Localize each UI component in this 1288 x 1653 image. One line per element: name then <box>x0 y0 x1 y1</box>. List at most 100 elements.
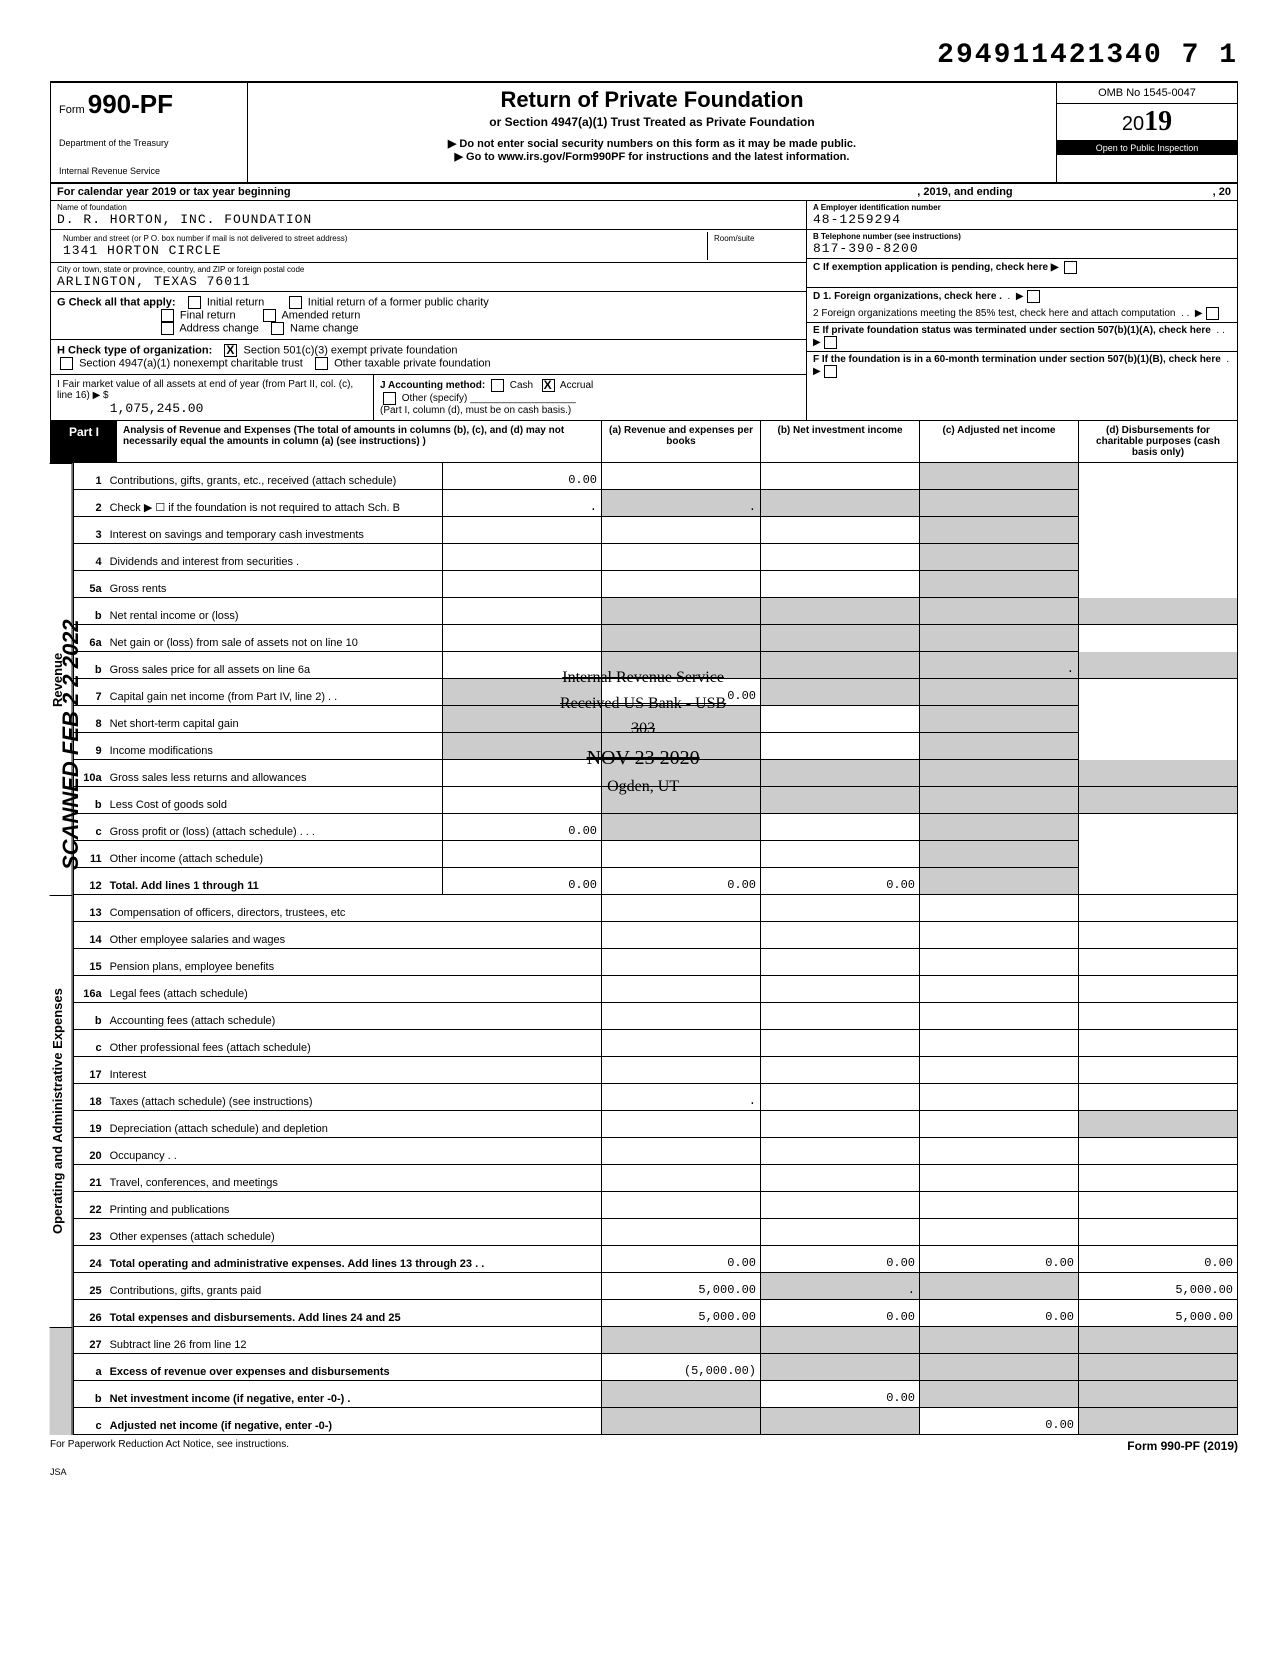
row-label: Less Cost of goods sold <box>106 787 443 814</box>
cell-c <box>761 463 920 490</box>
ein-value: 48-1259294 <box>813 212 1231 227</box>
chk-accrual[interactable] <box>542 379 555 392</box>
cell-b <box>761 1111 920 1138</box>
cell-c <box>920 976 1079 1003</box>
cell-a: . <box>602 1084 761 1111</box>
row-num: 21 <box>73 1165 106 1192</box>
c-cell: C If exemption application is pending, c… <box>807 259 1237 288</box>
cell-c <box>920 1327 1079 1354</box>
row-num: 23 <box>73 1219 106 1246</box>
dept-treasury: Department of the Treasury <box>59 138 239 148</box>
cell-d <box>920 463 1079 490</box>
fmv-value: 1,075,245.00 <box>110 401 204 416</box>
row-label: Depreciation (attach schedule) and deple… <box>106 1111 602 1138</box>
name-cell: Name of foundation D. R. HORTON, INC. FO… <box>51 201 806 230</box>
row-label: Adjusted net income (if negative, enter … <box>106 1408 602 1435</box>
table-row: 18Taxes (attach schedule) (see instructi… <box>73 1084 1237 1111</box>
fmv-cell: I Fair market value of all assets at end… <box>51 375 374 420</box>
cell-b <box>602 625 761 652</box>
cell-b <box>761 1192 920 1219</box>
table-row: 16aLegal fees (attach schedule) <box>73 976 1237 1003</box>
cell-d <box>1079 1408 1238 1435</box>
cell-c: . <box>920 652 1079 679</box>
chk-address[interactable] <box>161 322 174 335</box>
cell-a <box>602 598 761 625</box>
cell-d: 5,000.00 <box>1079 1300 1238 1327</box>
row-num: 16a <box>73 976 106 1003</box>
col-a: (a) Revenue and expenses per books <box>602 421 761 462</box>
cell-b <box>602 517 761 544</box>
chk-amended[interactable] <box>263 309 276 322</box>
table-row: 5aGross rents <box>73 571 1237 598</box>
cell-d <box>920 490 1079 517</box>
table-row: 27Subtract line 26 from line 12 <box>73 1327 1237 1354</box>
row-label: Excess of revenue over expenses and disb… <box>106 1354 602 1381</box>
table-row: 13Compensation of officers, directors, t… <box>73 895 1237 922</box>
sub-val <box>443 787 602 814</box>
chk-initial[interactable] <box>188 296 201 309</box>
table-row: 17Interest <box>73 1057 1237 1084</box>
cell-c <box>761 544 920 571</box>
row-label: Subtract line 26 from line 12 <box>106 1327 602 1354</box>
row-num: 20 <box>73 1138 106 1165</box>
chk-cash[interactable] <box>491 379 504 392</box>
sub-val <box>443 598 602 625</box>
chk-other-tax[interactable] <box>315 357 328 370</box>
row-label: Contributions, gifts, grants, etc., rece… <box>106 463 443 490</box>
row-num: c <box>73 1408 106 1435</box>
chk-f[interactable] <box>824 365 837 378</box>
chk-initial-former[interactable] <box>289 296 302 309</box>
cell-d <box>1079 922 1238 949</box>
cell-a <box>602 922 761 949</box>
row-label: Other income (attach schedule) <box>106 841 443 868</box>
chk-final[interactable] <box>161 309 174 322</box>
goto-url: ▶ Go to www.irs.gov/Form990PF for instru… <box>256 150 1048 163</box>
table-row: 22Printing and publications <box>73 1192 1237 1219</box>
sub-val <box>443 652 602 679</box>
row-num: 17 <box>73 1057 106 1084</box>
cell-c <box>920 1273 1079 1300</box>
part1-header: Part I Analysis of Revenue and Expenses … <box>50 421 1238 463</box>
table-row: 19Depreciation (attach schedule) and dep… <box>73 1111 1237 1138</box>
chk-e[interactable] <box>824 336 837 349</box>
table-row: cGross profit or (loss) (attach schedule… <box>73 814 1237 841</box>
chk-501c3[interactable] <box>224 344 237 357</box>
city-state-zip: ARLINGTON, TEXAS 76011 <box>57 274 800 289</box>
chk-namechg[interactable] <box>271 322 284 335</box>
cell-a <box>602 949 761 976</box>
table-row: 11Other income (attach schedule) <box>73 841 1237 868</box>
table-row: 15Pension plans, employee benefits <box>73 949 1237 976</box>
chk-c[interactable] <box>1064 261 1077 274</box>
chk-d2[interactable] <box>1206 307 1219 320</box>
tel-value: 817-390-8200 <box>813 241 1231 256</box>
cell-c <box>920 760 1079 787</box>
cell-c: 0.00 <box>920 1246 1079 1273</box>
row-num: 2 <box>73 490 106 517</box>
cell-c <box>920 1381 1079 1408</box>
row-label: Taxes (attach schedule) (see instruction… <box>106 1084 602 1111</box>
cell-b <box>761 976 920 1003</box>
cell-a <box>602 787 761 814</box>
row-label: Total. Add lines 1 through 11 <box>106 868 443 895</box>
cell-a <box>443 571 602 598</box>
cell-c <box>761 679 920 706</box>
cell-a <box>443 841 602 868</box>
row-label: Interest on savings and temporary cash i… <box>106 517 443 544</box>
cell-d <box>920 571 1079 598</box>
cell-a <box>443 517 602 544</box>
cell-c <box>920 1219 1079 1246</box>
chk-other-method[interactable] <box>383 392 396 405</box>
chk-4947[interactable] <box>60 357 73 370</box>
row-label: Income modifications <box>106 733 443 760</box>
cell-c <box>920 1084 1079 1111</box>
cell-b: 0.00 <box>602 679 761 706</box>
header-left: Form 990-PF Department of the Treasury I… <box>51 83 248 182</box>
vtab-expenses: Operating and Administrative Expenses <box>50 895 73 1327</box>
expenses-section: Operating and Administrative Expenses 13… <box>50 895 1238 1327</box>
cell-d <box>1079 598 1238 625</box>
chk-d1[interactable] <box>1027 290 1040 303</box>
cell-b <box>761 1219 920 1246</box>
cell-d <box>1079 1354 1238 1381</box>
table-row: 23Other expenses (attach schedule) <box>73 1219 1237 1246</box>
row-label: Legal fees (attach schedule) <box>106 976 602 1003</box>
